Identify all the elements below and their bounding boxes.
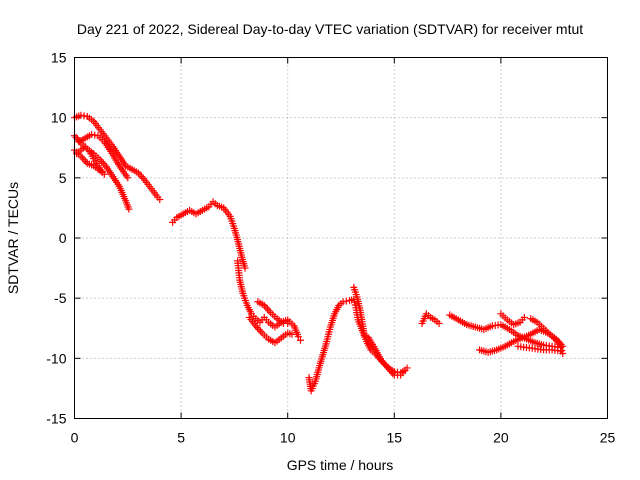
data-point [98,168,106,176]
data-point [80,156,88,164]
axis-ticks [74,57,608,419]
y-tick-label: 5 [59,170,67,186]
data-point [401,366,409,374]
x-tick-labels: 0 5 10 15 20 25 [71,430,616,446]
series-arc17 [527,315,565,350]
series-arc6 [169,198,249,272]
data-point [263,305,271,313]
series-arc3 [75,131,132,182]
y-tick-label: -15 [46,411,66,427]
data-point [257,327,265,335]
x-tick-label: 0 [71,430,79,446]
data-point [125,205,133,213]
data-points [71,111,567,395]
series-arc5 [73,143,106,176]
x-axis-label: GPS time / hours [287,457,394,473]
y-tick-label: 15 [51,50,67,66]
y-tick-label: 10 [51,110,67,126]
x-tick-label: 15 [387,430,403,446]
series-arc9 [245,313,296,347]
x-tick-label: 5 [177,430,185,446]
y-axis-label: SDTVAR / TECUs [5,182,21,294]
series-arc14 [476,325,567,356]
x-tick-label: 25 [600,430,616,446]
series-arc8 [254,298,292,327]
data-point [265,307,273,315]
y-tick-labels: -15 -10 -5 0 5 10 15 [46,50,66,427]
y-tick-label: 0 [59,230,67,246]
chart-title: Day 221 of 2022, Sidereal Day-to-day VTE… [77,21,583,37]
series-arc12 [418,310,443,327]
data-point [342,297,350,305]
x-tick-label: 10 [280,430,296,446]
series-arc1 [71,111,164,203]
data-point [138,173,146,181]
data-point [294,333,302,341]
grid-lines [74,57,608,419]
series-arc16 [514,342,565,355]
data-point [156,195,164,203]
data-point [284,319,292,327]
data-point [557,342,565,350]
data-point [296,336,304,344]
x-tick-label: 20 [493,430,509,446]
data-point [139,174,147,182]
series-arc15 [497,310,528,329]
data-point [88,131,96,139]
data-point [520,313,528,321]
series-arc11 [350,283,409,379]
y-tick-label: -5 [54,290,67,306]
data-point [79,154,86,162]
data-point [98,158,106,166]
y-tick-label: -10 [46,350,66,366]
data-point [288,330,296,338]
data-point [255,325,263,333]
plot-frame [74,57,608,419]
data-point [435,319,443,327]
data-point [124,174,132,182]
data-point [241,264,249,272]
series-arc7 [234,257,304,344]
